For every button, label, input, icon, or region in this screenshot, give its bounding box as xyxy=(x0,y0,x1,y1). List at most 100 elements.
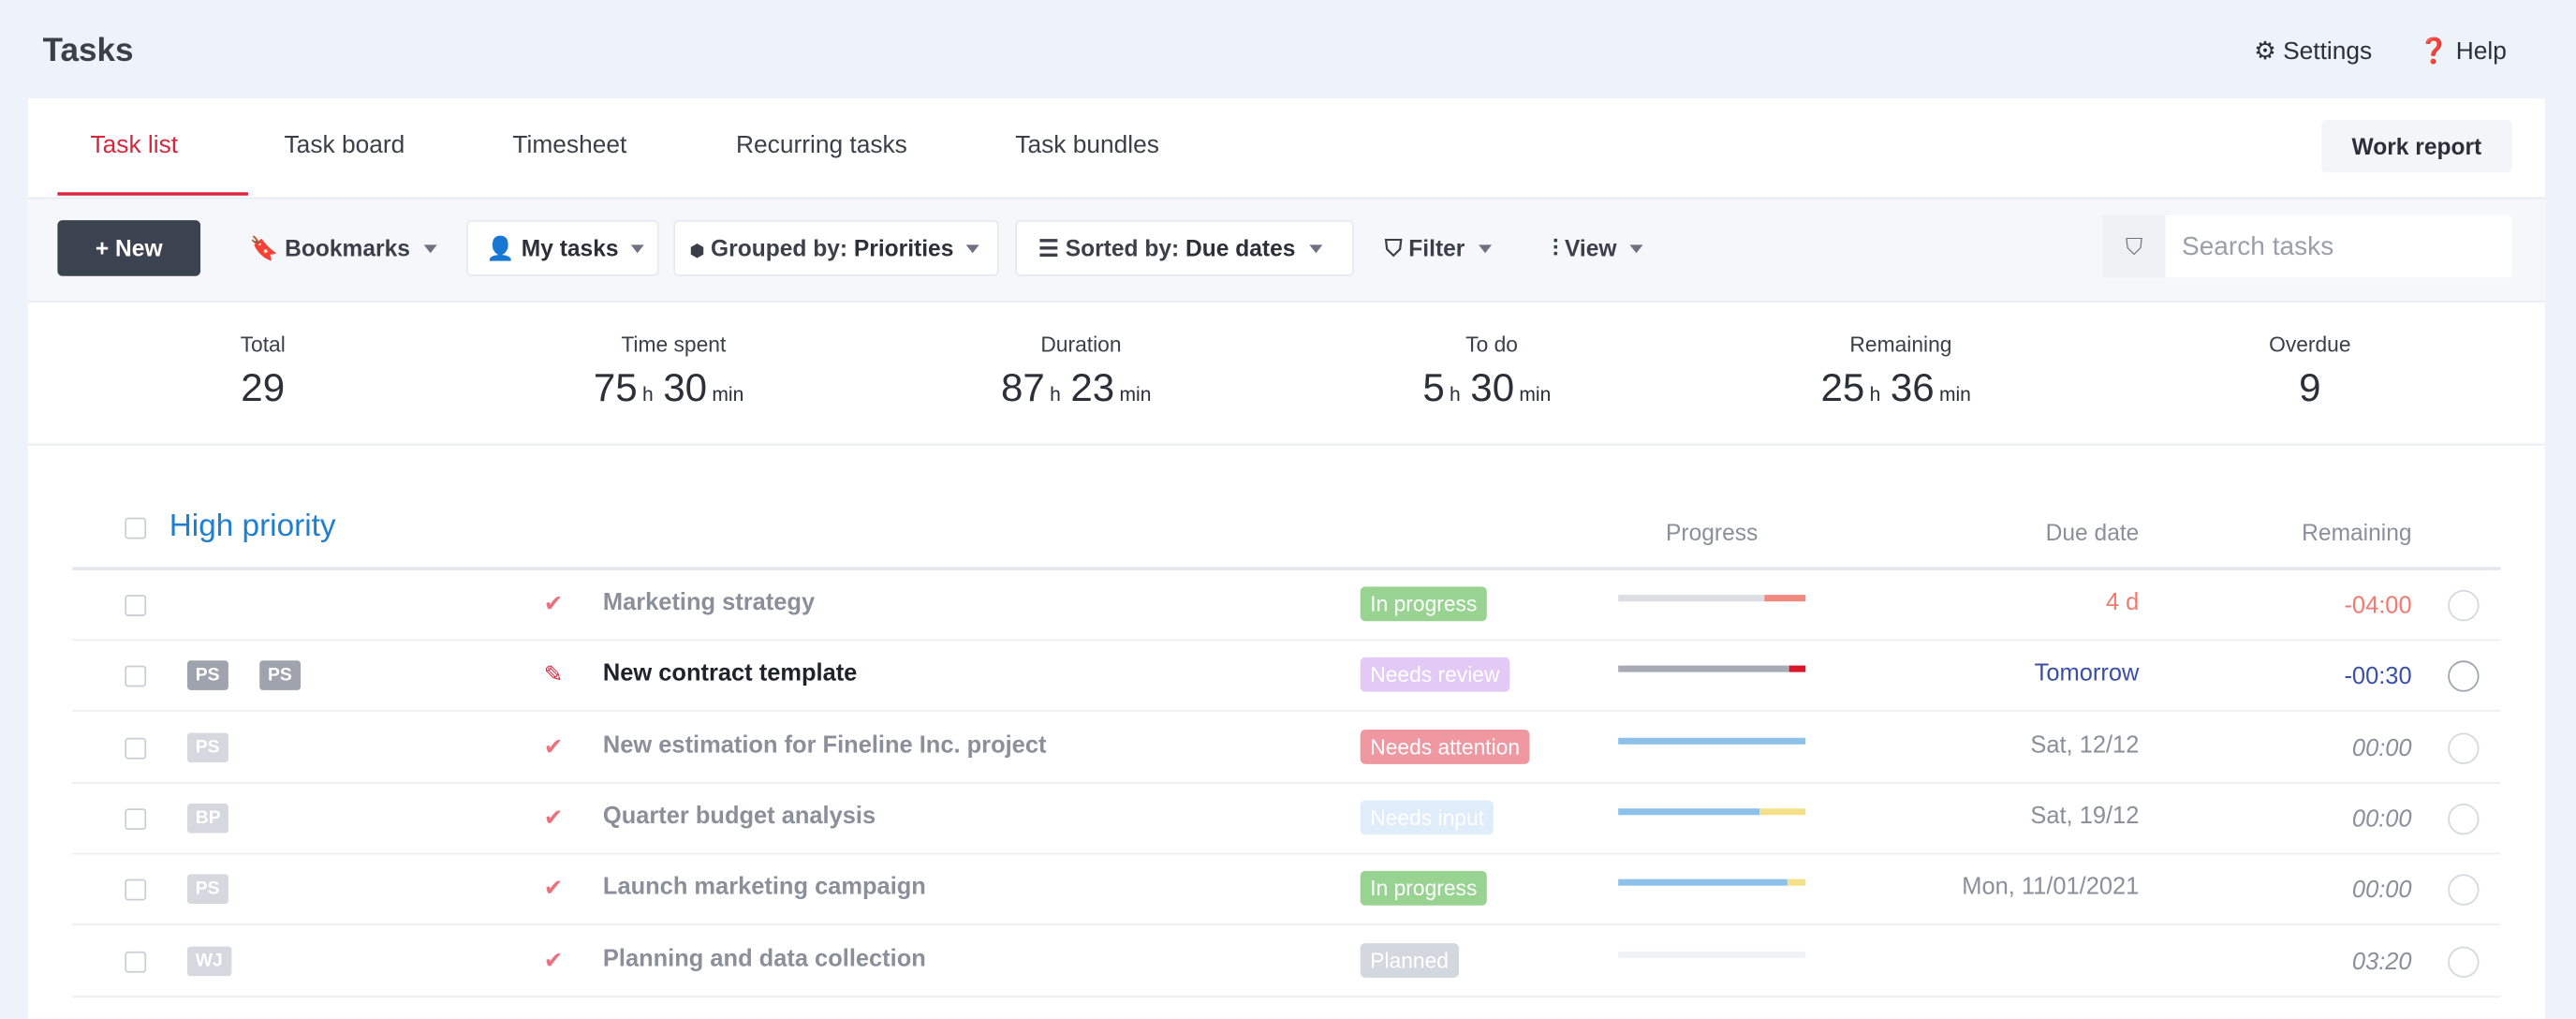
tab[interactable]: Task bundles xyxy=(1015,131,1159,160)
row-checkbox[interactable] xyxy=(125,737,147,759)
task-title[interactable]: Marketing strategy xyxy=(602,589,816,616)
row-checkbox[interactable] xyxy=(125,666,147,687)
bookmarks[interactable]: 🔖 Bookmarks xyxy=(250,230,436,267)
stat-number: 25 xyxy=(1820,366,1865,411)
task-title[interactable]: New estimation for Fineline Inc. project xyxy=(602,731,1047,759)
new-button[interactable]: + New xyxy=(57,220,201,276)
check-icon: ✔ xyxy=(543,731,564,759)
stat-label: Time spent xyxy=(621,332,727,357)
stat-unit: min xyxy=(712,382,744,406)
task-title[interactable]: Quarter budget analysis xyxy=(602,803,876,830)
task-title[interactable]: New contract template xyxy=(602,660,858,687)
stat-label: Total xyxy=(240,332,286,357)
complete-button[interactable] xyxy=(2448,589,2480,622)
stat-unit: h xyxy=(1450,382,1461,406)
stat-value: 75 h 30 min xyxy=(525,366,821,412)
due-date: 4 d xyxy=(2105,589,2140,616)
remaining: 03:20 xyxy=(2351,949,2412,976)
complete-button[interactable] xyxy=(2448,945,2480,978)
stat-number: 5 xyxy=(1422,366,1445,411)
grouped-value: Priorities xyxy=(853,234,954,261)
check-icon: ✔ xyxy=(543,874,564,901)
remaining: 00:00 xyxy=(2351,735,2412,762)
my-tasks[interactable]: 👤 My tasks xyxy=(486,230,645,267)
remaining: -04:00 xyxy=(2344,593,2412,620)
status: Needs attention xyxy=(1360,729,1530,764)
avatar-badge: PS xyxy=(187,731,228,762)
tab[interactable]: Task list xyxy=(90,131,179,160)
status: Planned xyxy=(1360,942,1459,978)
stat-label: Remaining xyxy=(1849,332,1952,357)
tab-underline xyxy=(57,192,248,196)
stat-unit: h xyxy=(1869,382,1881,406)
view[interactable]: ⫶ View xyxy=(1553,230,1643,267)
avatar-badge: PS xyxy=(259,660,301,691)
grouped[interactable]: ⬢ Grouped by: Priorities xyxy=(690,230,980,267)
check-icon: ✎ xyxy=(543,660,564,687)
stat-unit: h xyxy=(641,382,654,406)
progress-bar xyxy=(1618,879,1806,887)
tab[interactable]: Task board xyxy=(284,131,405,160)
help[interactable]: ❓ Help xyxy=(2418,37,2507,66)
page-title: Tasks xyxy=(42,33,134,69)
check-icon: ✔ xyxy=(543,945,564,972)
progress-segment xyxy=(1764,595,1806,602)
progress-segment xyxy=(1787,879,1806,887)
row-checkbox[interactable] xyxy=(125,808,147,830)
row-checkbox[interactable] xyxy=(125,950,147,972)
status: In progress xyxy=(1360,586,1487,622)
progress-segment xyxy=(1618,737,1806,745)
complete-button[interactable] xyxy=(2448,803,2480,835)
remaining: -00:30 xyxy=(2344,664,2412,691)
complete-button[interactable] xyxy=(2448,731,2480,764)
remaining: 00:00 xyxy=(2351,878,2412,905)
avatar-badge: PS xyxy=(187,874,228,905)
filter-label: Filter xyxy=(1408,234,1465,261)
work-report[interactable]: Work report xyxy=(2321,120,2512,173)
avatar-badge: PS xyxy=(187,660,228,691)
search[interactable]: ⛉ Search tasks xyxy=(2102,214,2512,278)
bookmarks-label: Bookmarks xyxy=(285,234,410,261)
due-date: Mon, 11/01/2021 xyxy=(1962,874,2140,901)
stat-number: 75 xyxy=(593,366,638,411)
progress-bar xyxy=(1618,950,1806,957)
grouped-prefix: Grouped by: xyxy=(711,234,848,261)
stat-value: 25 h 36 min xyxy=(1753,366,2049,412)
row-checkbox[interactable] xyxy=(125,879,147,901)
stat-value: 87 h 23 min xyxy=(934,366,1229,412)
complete-button[interactable] xyxy=(2448,874,2480,907)
stat-number: 87 xyxy=(1000,366,1045,411)
settings[interactable]: ⚙ Settings xyxy=(2254,37,2373,66)
tab[interactable]: Recurring tasks xyxy=(736,131,907,160)
row-line xyxy=(72,710,2501,713)
task-title[interactable]: Launch marketing campaign xyxy=(602,874,926,901)
stat-value: 9 xyxy=(2162,366,2458,412)
complete-button[interactable] xyxy=(2448,660,2480,693)
stat-unit: min xyxy=(1519,382,1552,406)
stat-value: 5 h 30 min xyxy=(1344,366,1640,412)
progress-segment xyxy=(1759,808,1806,816)
progress-segment xyxy=(1618,666,1789,673)
avatar-badge: BP xyxy=(187,803,229,834)
divider xyxy=(27,443,2545,446)
row-line xyxy=(72,995,2501,997)
due-date: Sat, 19/12 xyxy=(2030,803,2140,830)
remaining: 00:00 xyxy=(2351,806,2412,834)
row-checkbox[interactable] xyxy=(125,595,147,616)
sorted[interactable]: ☰ Sorted by: Due dates xyxy=(1038,230,1322,267)
column-header: Remaining xyxy=(2302,519,2412,546)
stat-unit: min xyxy=(1119,382,1152,406)
help-label: Help xyxy=(2455,37,2507,66)
group-checkbox[interactable] xyxy=(125,517,147,539)
progress-segment xyxy=(1618,595,1765,602)
task-title[interactable]: Planning and data collection xyxy=(602,945,926,972)
my-tasks-label: My tasks xyxy=(521,234,619,261)
stat-unit: min xyxy=(1938,382,1971,406)
tab[interactable]: Timesheet xyxy=(512,131,627,160)
progress-segment xyxy=(1788,666,1806,673)
filter[interactable]: ⛉ Filter xyxy=(1385,230,1492,267)
group-title: High priority xyxy=(169,509,336,544)
status: Needs input xyxy=(1360,800,1494,835)
due-date: Tomorrow xyxy=(2034,660,2140,687)
